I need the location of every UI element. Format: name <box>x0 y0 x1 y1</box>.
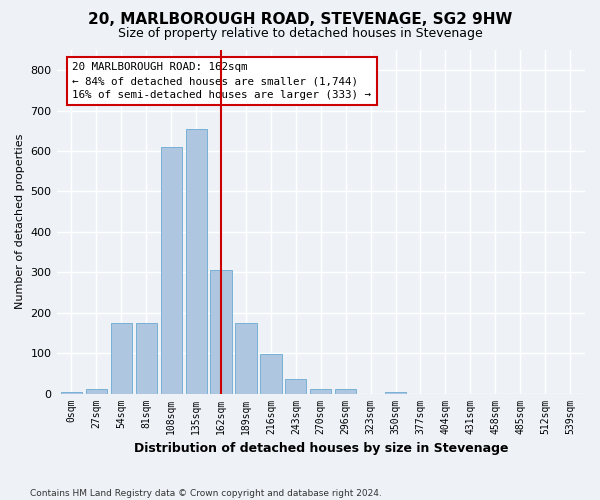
Bar <box>310 388 331 394</box>
Bar <box>136 323 157 394</box>
Bar <box>285 380 307 394</box>
Y-axis label: Number of detached properties: Number of detached properties <box>15 134 25 310</box>
X-axis label: Distribution of detached houses by size in Stevenage: Distribution of detached houses by size … <box>134 442 508 455</box>
Bar <box>260 354 281 394</box>
Bar <box>111 323 132 394</box>
Bar <box>161 147 182 394</box>
Text: 20, MARLBOROUGH ROAD, STEVENAGE, SG2 9HW: 20, MARLBOROUGH ROAD, STEVENAGE, SG2 9HW <box>88 12 512 28</box>
Bar <box>335 388 356 394</box>
Bar <box>185 129 207 394</box>
Text: 20 MARLBOROUGH ROAD: 162sqm
← 84% of detached houses are smaller (1,744)
16% of : 20 MARLBOROUGH ROAD: 162sqm ← 84% of det… <box>73 62 371 100</box>
Bar <box>235 323 257 394</box>
Text: Size of property relative to detached houses in Stevenage: Size of property relative to detached ho… <box>118 28 482 40</box>
Bar <box>385 392 406 394</box>
Bar <box>211 270 232 394</box>
Text: Contains HM Land Registry data © Crown copyright and database right 2024.: Contains HM Land Registry data © Crown c… <box>30 488 382 498</box>
Bar <box>86 388 107 394</box>
Bar <box>61 392 82 394</box>
